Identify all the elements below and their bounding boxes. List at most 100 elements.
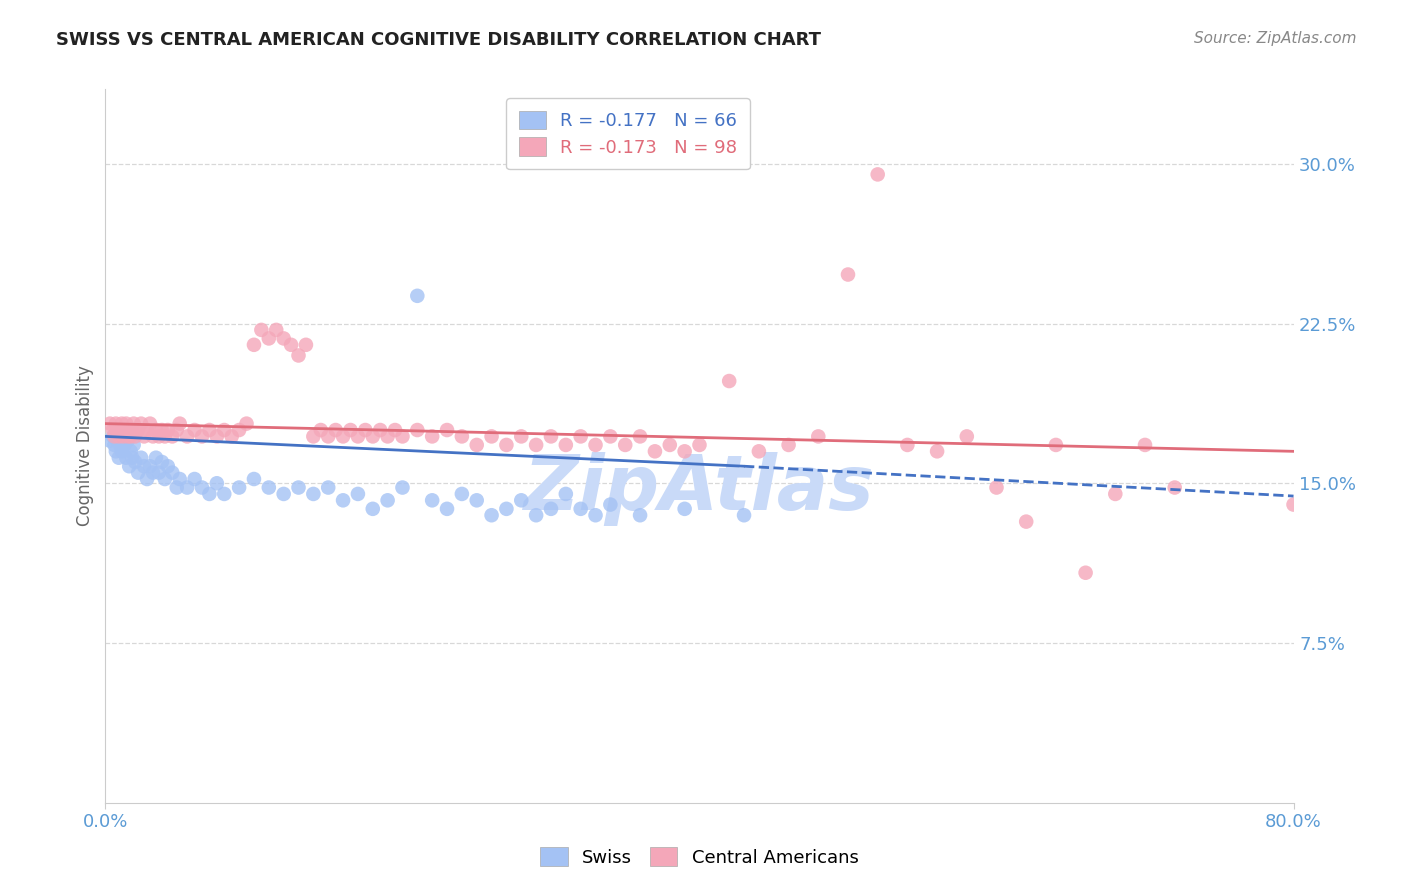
Point: [748, 444, 770, 458]
Point: [101, 429, 124, 443]
Point: [1164, 481, 1187, 495]
Point: [191, 481, 214, 495]
Point: [807, 429, 830, 443]
Point: [273, 331, 295, 345]
Point: [136, 472, 159, 486]
Point: [162, 429, 184, 443]
Point: [585, 508, 607, 523]
Point: [111, 417, 134, 431]
Point: [132, 429, 155, 443]
Point: [103, 438, 125, 452]
Point: [986, 481, 1008, 495]
Point: [450, 429, 472, 443]
Point: [436, 423, 458, 437]
Point: [169, 472, 191, 486]
Point: [235, 417, 257, 431]
Point: [142, 429, 165, 443]
Point: [114, 423, 136, 437]
Point: [183, 472, 205, 486]
Point: [110, 438, 132, 452]
Point: [228, 423, 250, 437]
Point: [1133, 438, 1156, 452]
Point: [1104, 487, 1126, 501]
Text: Source: ZipAtlas.com: Source: ZipAtlas.com: [1194, 31, 1357, 46]
Point: [228, 481, 250, 495]
Point: [361, 429, 384, 443]
Point: [198, 423, 221, 437]
Point: [956, 429, 979, 443]
Point: [436, 501, 458, 516]
Point: [104, 444, 127, 458]
Point: [391, 481, 413, 495]
Point: [332, 429, 354, 443]
Point: [98, 417, 121, 431]
Point: [110, 423, 132, 437]
Point: [156, 423, 179, 437]
Point: [927, 444, 949, 458]
Point: [377, 429, 399, 443]
Point: [150, 455, 173, 469]
Point: [510, 493, 533, 508]
Point: [132, 459, 155, 474]
Point: [896, 438, 918, 452]
Point: [450, 487, 472, 501]
Point: [108, 429, 131, 443]
Point: [214, 423, 236, 437]
Point: [302, 429, 325, 443]
Point: [481, 508, 503, 523]
Point: [127, 423, 149, 437]
Point: [257, 481, 280, 495]
Point: [111, 444, 134, 458]
Point: [120, 429, 142, 443]
Point: [273, 487, 295, 501]
Point: [658, 438, 681, 452]
Point: [101, 423, 124, 437]
Point: [145, 423, 167, 437]
Point: [257, 331, 280, 345]
Point: [104, 417, 127, 431]
Point: [599, 498, 621, 512]
Point: [127, 466, 149, 480]
Point: [510, 429, 533, 443]
Point: [243, 338, 266, 352]
Point: [121, 450, 143, 465]
Point: [108, 450, 131, 465]
Point: [406, 289, 429, 303]
Point: [112, 429, 135, 443]
Point: [569, 501, 592, 516]
Point: [280, 338, 302, 352]
Point: [309, 423, 332, 437]
Point: [205, 429, 228, 443]
Point: [644, 444, 666, 458]
Point: [295, 338, 318, 352]
Point: [524, 508, 547, 523]
Point: [198, 487, 221, 501]
Point: [112, 429, 135, 443]
Point: [250, 323, 273, 337]
Point: [465, 438, 488, 452]
Point: [689, 438, 711, 452]
Point: [105, 434, 128, 448]
Point: [153, 429, 176, 443]
Point: [214, 487, 236, 501]
Point: [124, 455, 146, 469]
Point: [115, 450, 138, 465]
Point: [166, 423, 188, 437]
Point: [121, 423, 143, 437]
Point: [129, 450, 152, 465]
Point: [673, 501, 696, 516]
Point: [176, 481, 198, 495]
Point: [162, 466, 184, 480]
Point: [361, 501, 384, 516]
Point: [264, 323, 287, 337]
Point: [420, 429, 443, 443]
Point: [554, 438, 576, 452]
Point: [325, 423, 347, 437]
Point: [191, 429, 214, 443]
Point: [599, 429, 621, 443]
Point: [354, 423, 377, 437]
Point: [384, 423, 406, 437]
Point: [316, 429, 339, 443]
Point: [176, 429, 198, 443]
Point: [837, 268, 859, 282]
